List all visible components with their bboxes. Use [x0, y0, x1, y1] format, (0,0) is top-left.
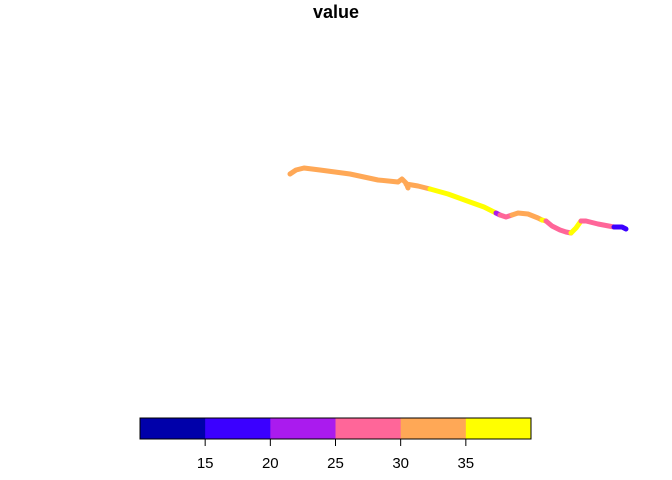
track-segment-pink-2: [543, 218, 574, 236]
legend-color-swatch: [465, 418, 532, 439]
legend-color-swatch: [270, 418, 336, 439]
track-segment-orange-1: [287, 165, 401, 185]
track-segment-pink-3: [578, 218, 617, 230]
track-segment-orange-2: [395, 176, 433, 192]
track-line: [287, 165, 629, 236]
track-segment-yellow-3: [568, 218, 584, 236]
legend-color-swatch: [400, 418, 467, 439]
legend-color-swatch: [335, 418, 402, 439]
legend-tick-label: 25: [327, 455, 344, 472]
legend-tick-labels: 15 20 25 30 35: [197, 455, 474, 472]
track-segment-blue-1: [611, 224, 629, 232]
legend-tick-label: 15: [197, 455, 214, 472]
legend-tick-label: 30: [392, 455, 409, 472]
legend-tick-label: 35: [457, 455, 474, 472]
map-title: value: [312, 2, 360, 22]
legend-tick-label: 20: [262, 455, 279, 472]
legend-ticks: [204, 439, 467, 446]
track-segment-orange-3: [509, 210, 545, 223]
color-legend: 15 20 25 30 35: [139, 417, 532, 472]
legend-color-swatch: [140, 418, 206, 439]
legend-color-bar: [140, 418, 532, 439]
legend-color-swatch: [205, 418, 271, 439]
track-segment-yellow-1: [427, 186, 499, 216]
